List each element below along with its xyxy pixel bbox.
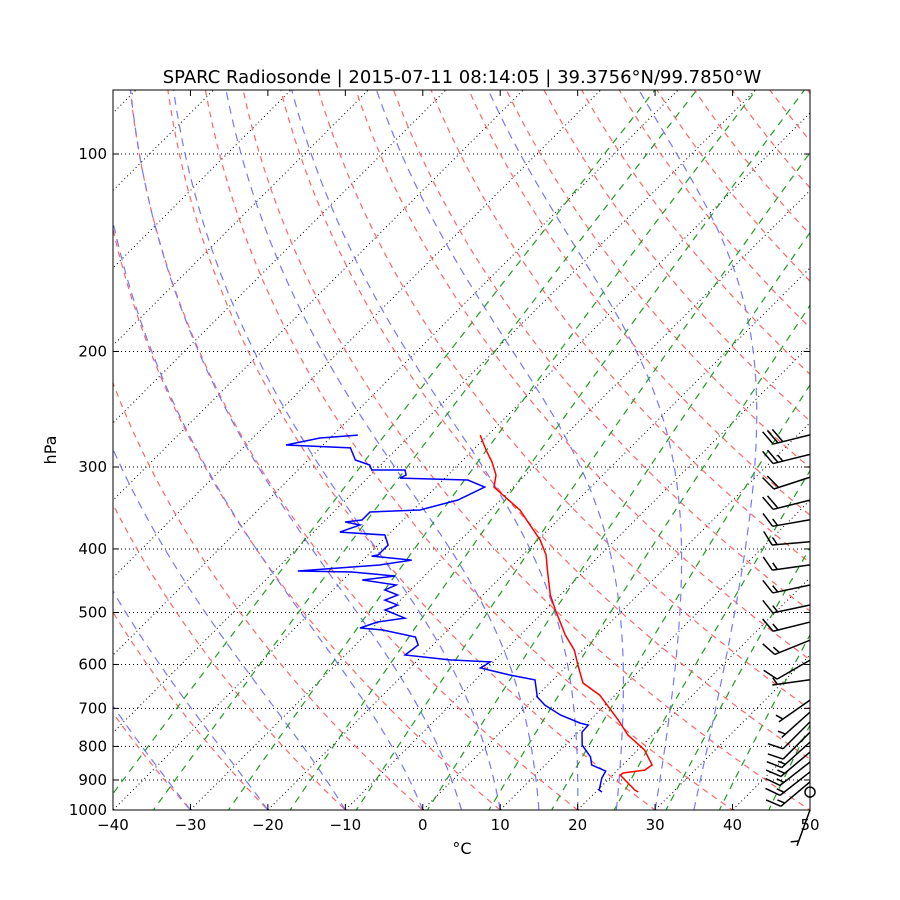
wind-barb [762,618,811,632]
y-tick-label: 400 [78,540,107,558]
wind-barb [767,731,811,760]
y-axis-label: hPa [41,436,60,465]
dry-adiabat [468,90,810,516]
dry-adiabat [280,90,810,760]
wind-barb [765,761,811,787]
mixing-ratio-line [718,633,810,810]
background-lines [113,90,810,810]
dry-adiabat [543,90,810,422]
wind-barb [762,599,811,614]
wind-barb [765,781,811,807]
moist-adiabat [487,90,683,810]
mixing-ratio-line [426,231,810,810]
x-axis-label: °C [452,839,471,858]
dry-adiabat [113,226,502,810]
dry-adiabat [113,503,347,810]
wind-barb [762,579,811,594]
x-tick-label: 0 [418,816,428,834]
wind-barbs [762,428,816,846]
x-tick-label: 50 [800,816,819,834]
y-tick-label: 500 [78,604,107,622]
y-tick-label: 300 [78,458,107,476]
y-tick-label: 200 [78,342,107,360]
x-tick-label: 30 [646,816,665,834]
y-tick-label: 1000 [69,801,107,819]
dry-adiabat [113,381,424,810]
x-tick-label: 20 [568,816,587,834]
y-tick-label: 600 [78,655,107,673]
x-tick-label: −20 [252,816,284,834]
profiles [285,434,654,793]
moist-adiabat [129,90,463,810]
moist-adiabat [113,589,269,810]
axes: −40 −30 −20 −10 0 10 20 30 40 50 100 200 300 400 500 60… [69,90,820,834]
wind-barb [763,659,811,680]
dry-adiabat [355,90,810,661]
moist-adiabat [225,90,540,810]
wind-barb [767,721,811,750]
dry-adiabat [505,90,810,469]
wind-barb [762,475,811,490]
moist-adiabat [291,90,579,810]
wind-barb [777,711,811,739]
x-tick-label: 40 [723,816,742,834]
mixing-ratio-line [355,151,810,810]
moist-adiabat [113,705,191,810]
mixing-ratio-line [768,723,810,810]
x-tick-label: 10 [491,816,510,834]
mixing-ratio-line [550,383,810,810]
dry-adiabat [317,90,810,710]
wind-barb [765,751,811,778]
temperature-line [479,434,654,793]
dry-adiabat [167,90,657,810]
moist-adiabat [113,447,346,810]
x-tick-label: −40 [97,816,129,834]
moist-adiabat [638,90,758,810]
wind-barb [762,639,811,656]
dry-adiabat [113,611,269,810]
wind-barb [775,699,811,723]
mixing-ratio-line [152,90,698,810]
moist-adiabat [375,90,625,810]
moist-adiabat [172,90,501,810]
y-tick-label: 100 [78,145,107,163]
wind-barb [762,449,811,465]
dry-adiabat [204,90,734,810]
dewpoint-line [285,434,607,793]
dry-adiabat [430,90,810,564]
mixing-ratio-line [488,304,810,810]
plot-frame [112,89,811,811]
mixing-ratio-line [613,469,810,810]
mixing-ratio-line [113,90,656,795]
wind-barb [762,556,811,571]
mixing-ratio-line [289,90,806,810]
x-tick-label: −30 [175,816,207,834]
y-tick-label: 800 [78,737,107,755]
mixing-ratio-line [665,546,810,810]
wind-barb [762,512,811,528]
chart-title: SPARC Radiosonde | 2015-07-11 08:14:05 |… [163,67,762,88]
wind-barb [790,809,811,846]
y-tick-label: 700 [78,699,107,717]
wind-barb [763,530,811,546]
dry-adiabat [392,90,810,612]
x-tick-label: −10 [330,816,362,834]
dry-adiabat [242,90,810,810]
y-tick-label: 900 [78,771,107,789]
wind-barb [765,771,811,797]
wind-barb [762,428,811,445]
wind-barb [762,495,811,511]
mixing-ratio-line [227,90,757,810]
wind-barb [772,677,811,686]
